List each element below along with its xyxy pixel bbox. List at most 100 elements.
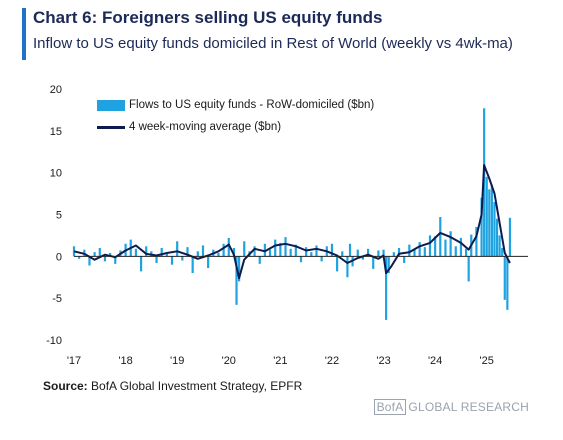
bar (186, 247, 189, 257)
bar (356, 249, 359, 257)
bar (134, 248, 138, 257)
bar (397, 247, 401, 257)
bar (464, 248, 468, 257)
bar (268, 249, 272, 257)
bar (181, 256, 184, 261)
bar (93, 252, 96, 257)
bar (305, 247, 308, 257)
bar (503, 256, 506, 300)
legend-swatch-ma (97, 125, 125, 129)
bar (315, 245, 318, 257)
bar (279, 242, 282, 257)
chart-subtitle: Inflow to US equity funds domiciled in R… (33, 35, 513, 52)
brand-logo: BofA (373, 399, 407, 415)
x-tick-label: '21 (273, 355, 287, 367)
bar (495, 218, 499, 257)
bar (385, 256, 388, 320)
legend: Flows to US equity funds - RoW-domiciled… (97, 94, 374, 138)
y-tick-label: -10 (46, 335, 62, 347)
bar (382, 249, 385, 257)
bar (227, 237, 230, 257)
bar (501, 247, 504, 257)
brand-text: GLOBAL RESEARCH (408, 400, 529, 414)
bar (243, 241, 246, 257)
bar (103, 256, 107, 262)
x-tick-label: '25 (480, 355, 494, 367)
bar (475, 227, 478, 257)
bar (493, 201, 496, 257)
bar (444, 239, 447, 257)
legend-swatch-flows (97, 99, 125, 111)
bar (284, 237, 287, 257)
bar (348, 243, 352, 257)
moving-average-line (73, 164, 511, 280)
chart-title: Chart 6: Foreigners selling US equity fu… (33, 8, 383, 27)
bar (498, 235, 501, 257)
bar (207, 256, 210, 269)
bar (201, 245, 205, 257)
bar (387, 256, 390, 274)
bar (217, 252, 220, 257)
bar (160, 247, 163, 257)
bar (336, 256, 339, 272)
bar (372, 256, 375, 269)
bar (289, 248, 292, 257)
bar (109, 252, 112, 257)
bar (392, 252, 395, 257)
bar (263, 243, 266, 257)
bar (274, 239, 277, 257)
bar (196, 251, 199, 257)
legend-item-flows: Flows to US equity funds - RoW-domiciled… (97, 94, 374, 116)
bar (434, 236, 437, 257)
bar (253, 246, 256, 257)
bar (330, 243, 334, 257)
source-label: Source: (43, 379, 88, 393)
bar (294, 244, 297, 257)
bar (145, 246, 148, 257)
y-tick-label: 5 (56, 210, 62, 222)
bar (78, 256, 81, 259)
bar (341, 251, 344, 257)
bar (165, 253, 168, 257)
bar (408, 244, 411, 257)
bar (366, 248, 370, 257)
y-tick-label: 0 (56, 251, 62, 263)
bar (191, 256, 194, 274)
bar (320, 256, 323, 262)
x-tick-label: '17 (67, 355, 81, 367)
bar (237, 256, 241, 282)
legend-label-flows: Flows to US equity funds - RoW-domiciled… (129, 99, 375, 111)
bar (459, 237, 463, 257)
brand-mark: BofA GLOBAL RESEARCH (373, 399, 529, 415)
bar (423, 247, 426, 257)
chart-area: 20 15 10 5 0 -5 -10 '17 '18 '19 '20 '21 '22 '23 '24 '25 (46, 84, 528, 367)
bar (449, 231, 452, 257)
x-tick-label: '23 (376, 355, 390, 367)
bar (235, 256, 238, 305)
bar (170, 256, 174, 265)
bar (454, 246, 457, 257)
bar (88, 256, 91, 266)
y-tick-label: 20 (50, 84, 62, 96)
bar (310, 252, 313, 257)
x-tick-label: '20 (222, 355, 236, 367)
source-text: BofA Global Investment Strategy, EPFR (91, 379, 303, 393)
bar (418, 242, 421, 257)
bar (428, 235, 432, 257)
bar (485, 176, 488, 257)
x-tick-label: '19 (170, 355, 184, 367)
bar (114, 256, 117, 264)
y-tick-label: 10 (50, 168, 62, 180)
bar (467, 256, 470, 282)
bar (98, 247, 101, 257)
bar (155, 256, 158, 264)
legend-label-ma: 4 week-moving average ($bn) (129, 121, 282, 133)
bar (222, 243, 225, 257)
bar (439, 217, 442, 257)
bar (258, 256, 261, 264)
x-tick-label: '18 (118, 355, 132, 367)
bar (346, 256, 349, 278)
title-accent-bar (22, 8, 26, 60)
bar (176, 241, 179, 257)
bar (299, 256, 303, 263)
